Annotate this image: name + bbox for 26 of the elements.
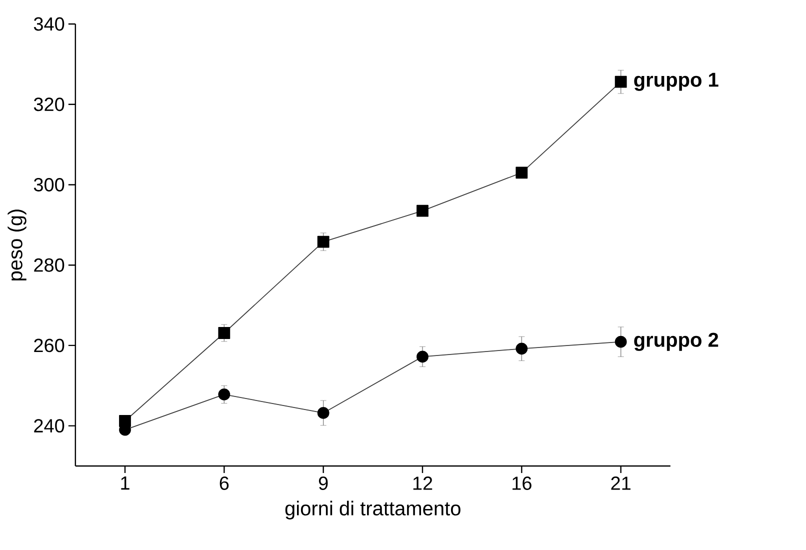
point [218,388,230,400]
point [416,204,428,217]
x-tick-label: 21 [611,476,630,490]
point [317,236,330,248]
point [614,76,627,88]
y-tick-label: 340 [34,17,64,31]
x-tick-label: 9 [318,476,328,490]
point [614,336,627,348]
y-tick-label: 240 [34,419,64,433]
series-label: gruppo 1 [634,72,718,91]
x-tick-label: 12 [413,476,432,490]
y-tick-label: 300 [34,178,64,192]
x-axis-title: giorni di trattamento [285,500,460,520]
point [317,407,330,419]
y-tick-label: 280 [34,258,64,272]
point [218,327,230,339]
point [416,350,428,363]
point [516,166,528,179]
series-label: gruppo 2 [634,332,718,351]
y-tick-label: 260 [34,338,64,352]
x-tick-label: 6 [220,476,229,490]
x-tick-label: 16 [512,476,532,490]
x-tick-label: 1 [121,476,130,490]
point [516,342,528,355]
y-tick-label: 320 [34,98,64,112]
y-axis-title: peso (g) [8,210,26,280]
